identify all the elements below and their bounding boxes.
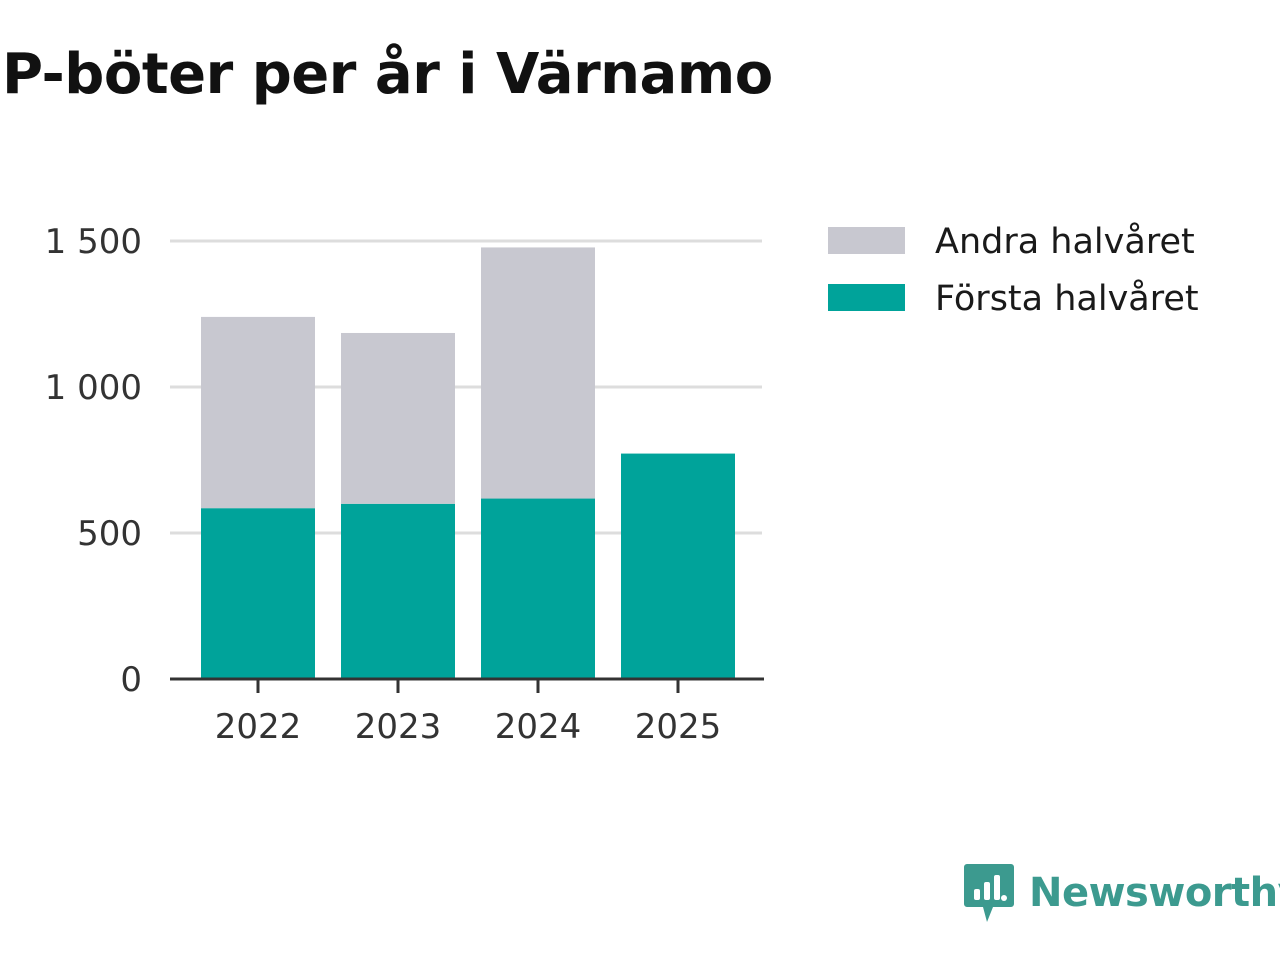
newsworthy-logo: Newsworthy [963,862,1280,924]
legend: Andra halvåret Första halvåret [828,221,1199,319]
y-tick-label-1000: 1 000 [45,368,142,408]
legend-swatch-0 [828,227,905,254]
newsworthy-logo-icon [964,864,1014,922]
y-tick-label-500: 500 [77,514,142,554]
bar-2024-forsta-halvaret [481,498,595,679]
x-tick-label-2022: 2022 [215,707,302,747]
x-tick-label-2025: 2025 [635,707,722,747]
logo-text: Newsworthy [1029,870,1280,916]
x-tick-label-2023: 2023 [355,707,442,747]
x-tick-label-2024: 2024 [495,707,582,747]
legend-swatch-1 [828,284,905,311]
legend-label-0: Andra halvåret [935,221,1195,262]
bar-2022-andra-halvaret [201,316,315,509]
bar-2022-forsta-halvaret [201,508,315,679]
y-tick-label-1500: 1 500 [45,222,142,262]
bar-2024-andra-halvaret [481,247,595,499]
legend-label-1: Första halvåret [935,278,1199,319]
chart-title: P-böter per år i Värnamo [2,42,773,107]
bar-2025-forsta-halvaret [621,453,735,679]
bar-2023-andra-halvaret [341,332,455,504]
bars [201,247,735,679]
bar-2023-forsta-halvaret [341,503,455,679]
axes: 0 500 1 000 1 500 2022 2023 2024 2025 [45,222,764,747]
y-tick-label-0: 0 [120,660,142,700]
